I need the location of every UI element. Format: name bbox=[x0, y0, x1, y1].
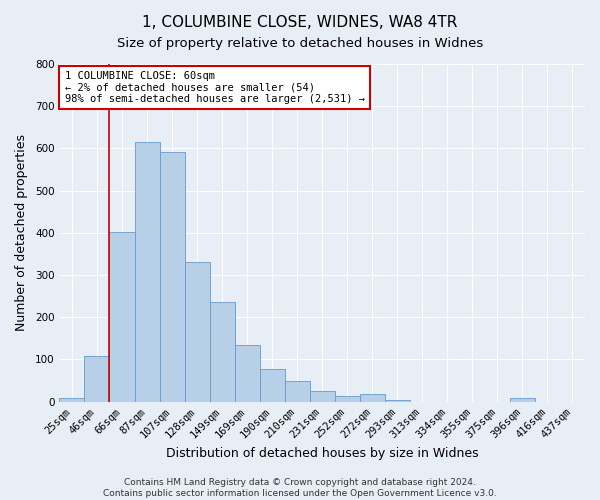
Y-axis label: Number of detached properties: Number of detached properties bbox=[15, 134, 28, 332]
Bar bbox=[160, 152, 185, 402]
Bar bbox=[59, 398, 85, 402]
Text: Contains HM Land Registry data © Crown copyright and database right 2024.
Contai: Contains HM Land Registry data © Crown c… bbox=[103, 478, 497, 498]
Bar bbox=[385, 400, 410, 402]
Text: 1, COLUMBINE CLOSE, WIDNES, WA8 4TR: 1, COLUMBINE CLOSE, WIDNES, WA8 4TR bbox=[142, 15, 458, 30]
Bar bbox=[510, 398, 535, 402]
Bar bbox=[360, 394, 385, 402]
Bar bbox=[235, 346, 260, 402]
X-axis label: Distribution of detached houses by size in Widnes: Distribution of detached houses by size … bbox=[166, 447, 479, 460]
Bar bbox=[260, 369, 284, 402]
Bar bbox=[85, 356, 109, 402]
Bar bbox=[310, 391, 335, 402]
Text: 1 COLUMBINE CLOSE: 60sqm
← 2% of detached houses are smaller (54)
98% of semi-de: 1 COLUMBINE CLOSE: 60sqm ← 2% of detache… bbox=[65, 71, 365, 104]
Bar bbox=[109, 232, 134, 402]
Bar bbox=[209, 302, 235, 402]
Bar bbox=[284, 380, 310, 402]
Bar bbox=[335, 396, 360, 402]
Bar bbox=[185, 262, 209, 402]
Text: Size of property relative to detached houses in Widnes: Size of property relative to detached ho… bbox=[117, 38, 483, 51]
Bar bbox=[134, 142, 160, 402]
